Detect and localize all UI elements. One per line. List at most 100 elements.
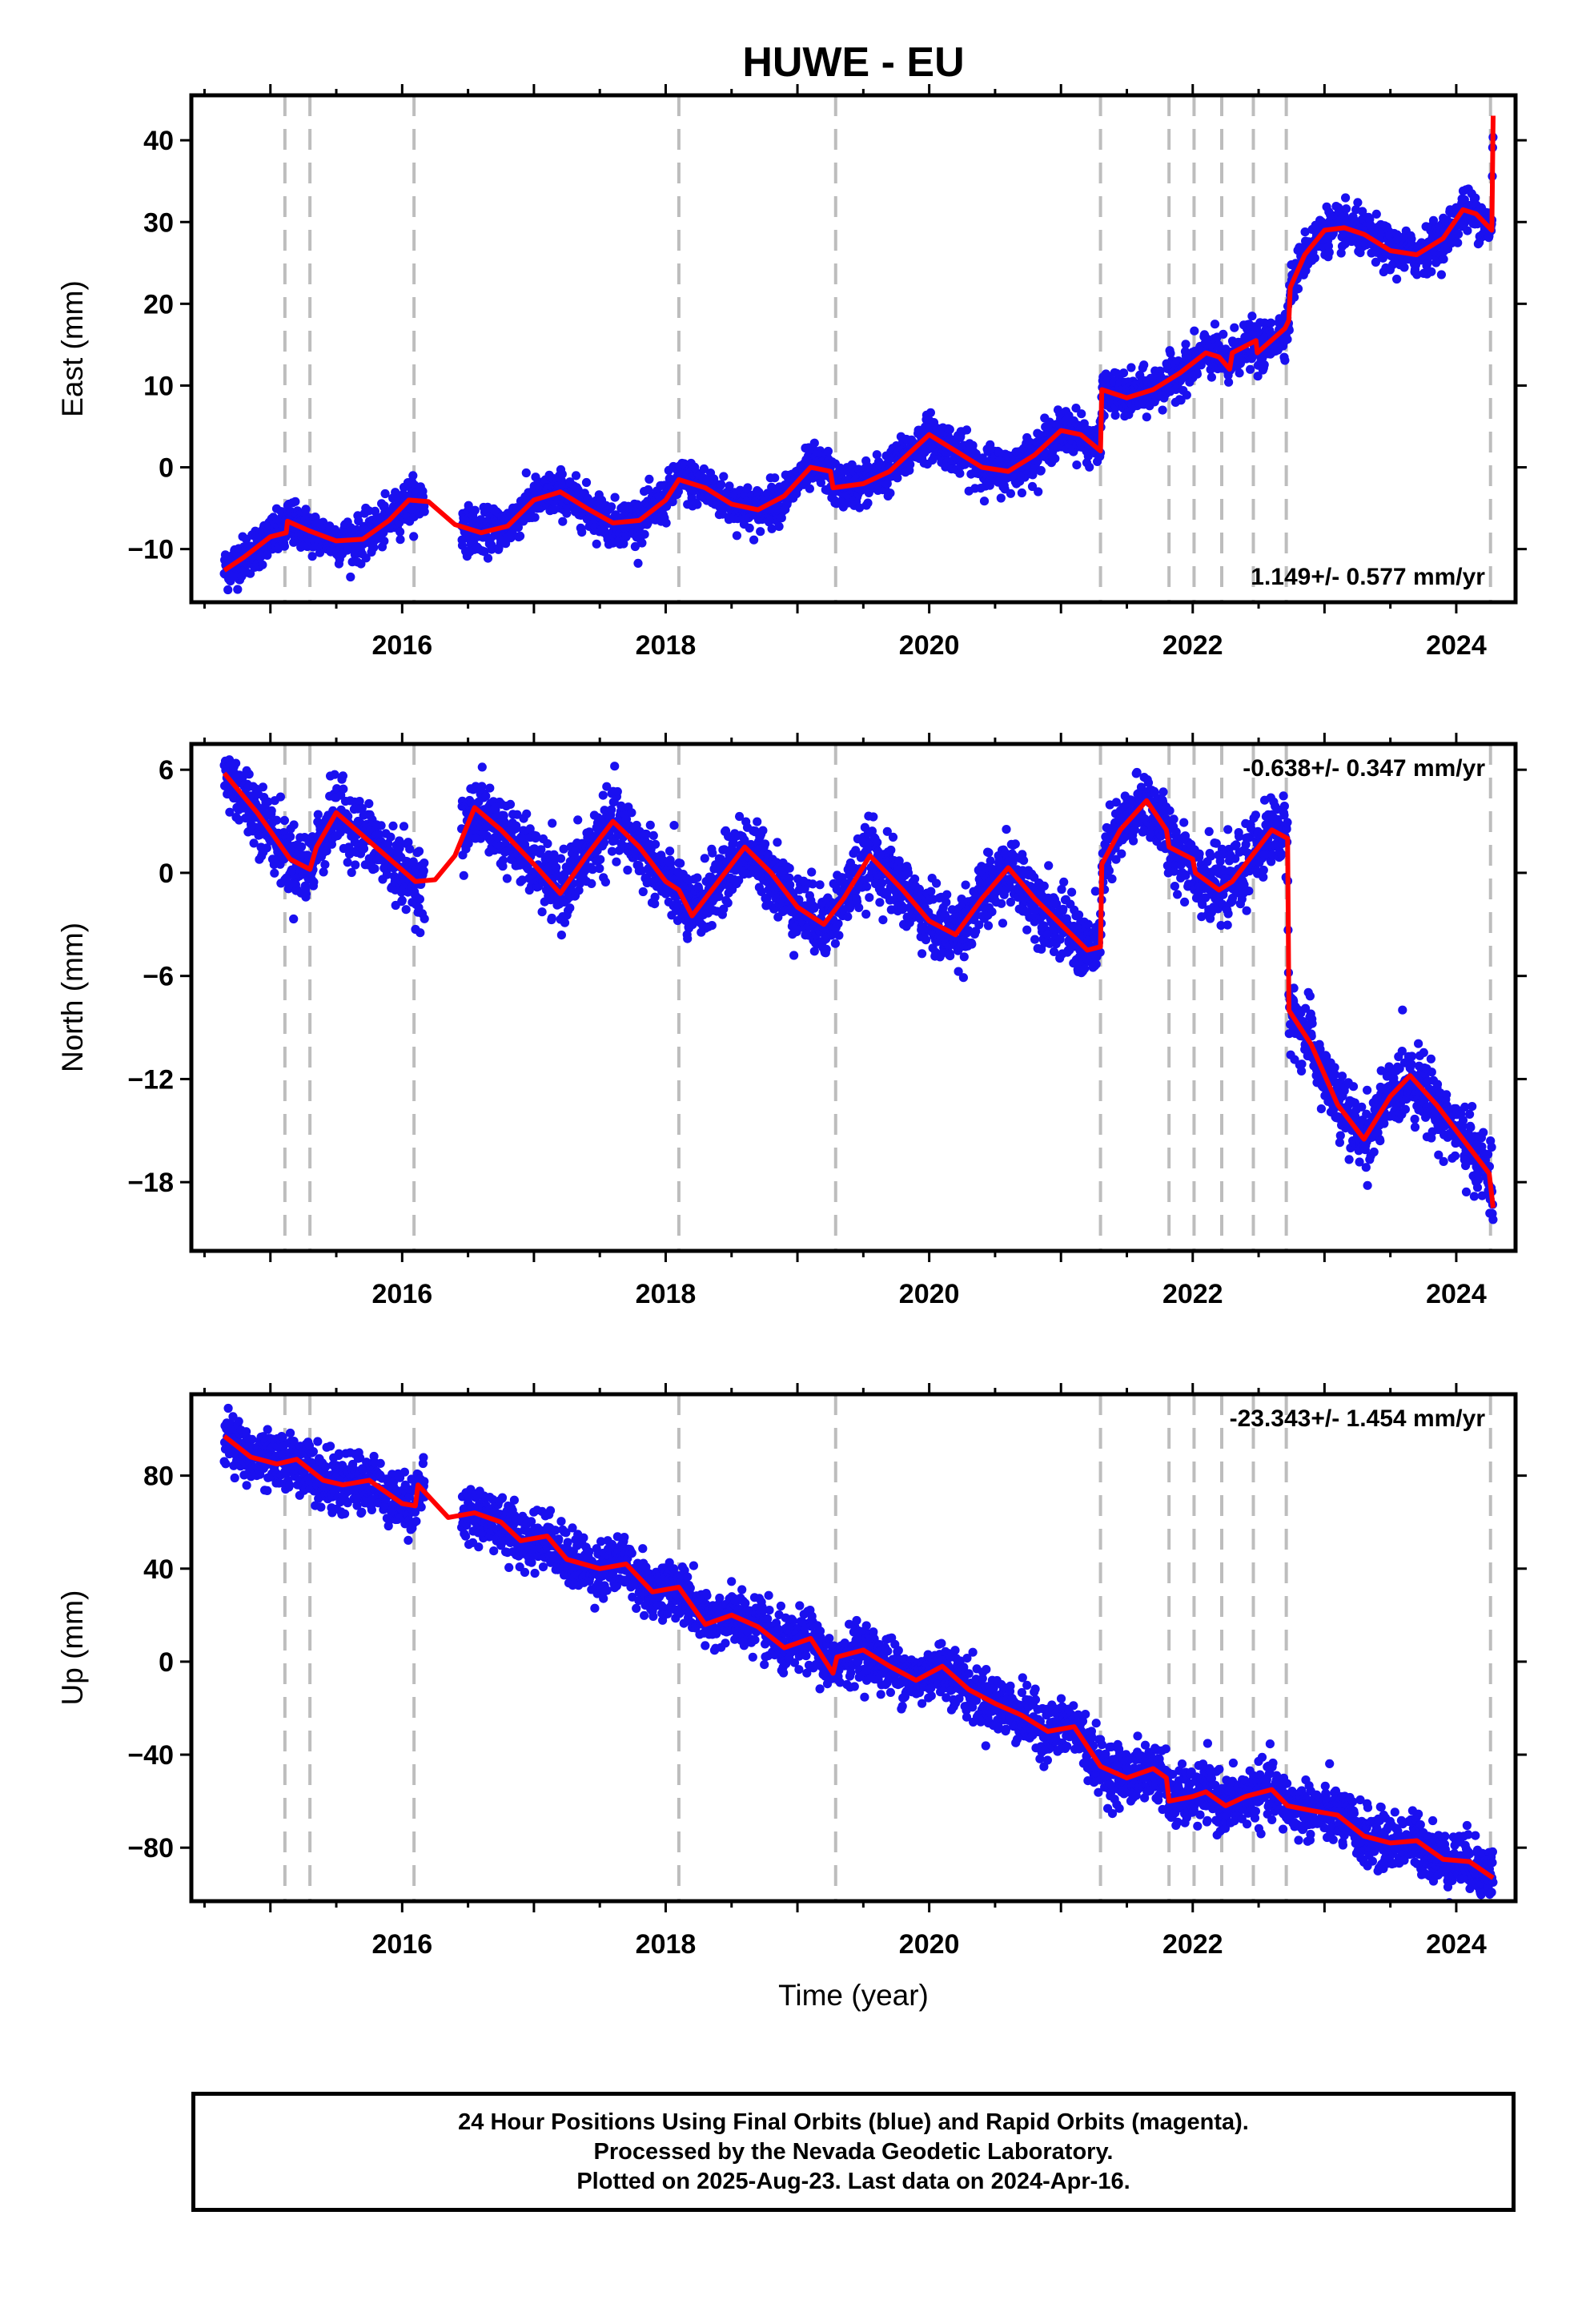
position-point <box>346 572 355 582</box>
position-point <box>719 472 729 481</box>
position-point <box>415 895 425 904</box>
position-point <box>1324 247 1334 257</box>
x-tick-label: 2022 <box>1162 630 1223 661</box>
position-point <box>547 913 556 923</box>
position-point <box>513 522 524 533</box>
position-point <box>978 453 987 463</box>
position-point <box>369 543 379 553</box>
position-point <box>607 502 616 512</box>
position-point <box>1247 312 1257 321</box>
position-point <box>905 460 915 469</box>
position-point <box>485 783 495 793</box>
position-point <box>863 498 873 508</box>
position-point <box>267 806 276 816</box>
position-point <box>356 559 366 569</box>
position-point <box>596 854 605 864</box>
position-point <box>552 862 561 872</box>
position-point <box>530 513 540 522</box>
position-point <box>1041 448 1050 458</box>
position-point <box>1253 372 1263 381</box>
x-tick-label: 2024 <box>1426 630 1487 661</box>
position-point <box>610 762 620 771</box>
position-point <box>396 527 405 537</box>
position-point <box>1439 255 1448 264</box>
position-point <box>270 868 279 878</box>
position-point <box>668 497 677 507</box>
position-point <box>1230 323 1239 332</box>
position-point <box>1341 204 1351 214</box>
position-point <box>258 782 267 792</box>
position-point <box>882 479 892 489</box>
position-point <box>477 762 487 772</box>
y-tick-label: 30 <box>143 207 174 238</box>
position-point <box>279 541 289 551</box>
position-point <box>1341 193 1351 203</box>
position-point <box>464 838 473 848</box>
position-point <box>955 468 965 478</box>
position-point <box>1471 193 1480 203</box>
position-point <box>279 815 289 826</box>
position-point <box>319 867 328 877</box>
position-point <box>1266 318 1275 328</box>
position-point <box>531 831 541 841</box>
position-point <box>610 493 620 502</box>
position-point <box>885 489 895 498</box>
model-line-east <box>223 115 1496 573</box>
position-point <box>745 523 754 533</box>
position-point <box>753 817 762 826</box>
position-point <box>263 550 272 561</box>
position-point <box>1192 369 1202 379</box>
position-point <box>872 450 881 460</box>
position-point <box>1259 360 1269 370</box>
position-point <box>1126 363 1136 372</box>
position-point <box>258 560 267 569</box>
position-point <box>364 798 374 809</box>
position-point <box>289 820 299 830</box>
position-point <box>543 838 552 849</box>
chart-title: HUWE - EU <box>742 39 964 86</box>
position-point <box>517 875 527 885</box>
position-point <box>1224 377 1234 387</box>
position-point <box>419 866 428 875</box>
position-point <box>262 843 271 853</box>
position-point <box>1017 488 1026 498</box>
position-point <box>1034 487 1043 497</box>
y-tick-label: 0 <box>159 453 174 484</box>
position-point <box>641 830 651 839</box>
position-point <box>320 860 330 870</box>
position-point <box>1371 209 1381 219</box>
position-point <box>640 529 649 539</box>
position-point <box>1428 215 1439 225</box>
position-point <box>612 857 621 866</box>
position-point <box>1336 248 1346 258</box>
position-point <box>332 784 342 794</box>
position-point <box>505 799 516 810</box>
position-point <box>395 843 404 853</box>
y-tick-label: −10 <box>127 535 174 565</box>
position-point <box>297 842 307 851</box>
position-point <box>225 807 235 817</box>
position-point <box>249 838 259 848</box>
position-point <box>962 425 972 435</box>
position-point <box>521 468 531 478</box>
position-point <box>395 836 404 846</box>
position-point <box>361 553 371 563</box>
position-point <box>633 558 643 569</box>
position-point <box>404 838 413 847</box>
position-point <box>498 855 508 865</box>
position-point <box>347 867 356 878</box>
position-point <box>301 505 311 514</box>
position-point <box>627 808 636 818</box>
position-point <box>338 771 347 781</box>
position-point <box>408 857 418 866</box>
position-point <box>648 830 658 840</box>
position-point <box>1210 320 1220 329</box>
position-point <box>313 810 323 819</box>
y-axis-label-east: East (mm) <box>56 280 89 417</box>
position-point <box>1036 465 1046 476</box>
position-point <box>275 792 285 802</box>
position-point <box>600 877 611 887</box>
position-point <box>612 786 622 797</box>
position-point <box>665 846 675 856</box>
